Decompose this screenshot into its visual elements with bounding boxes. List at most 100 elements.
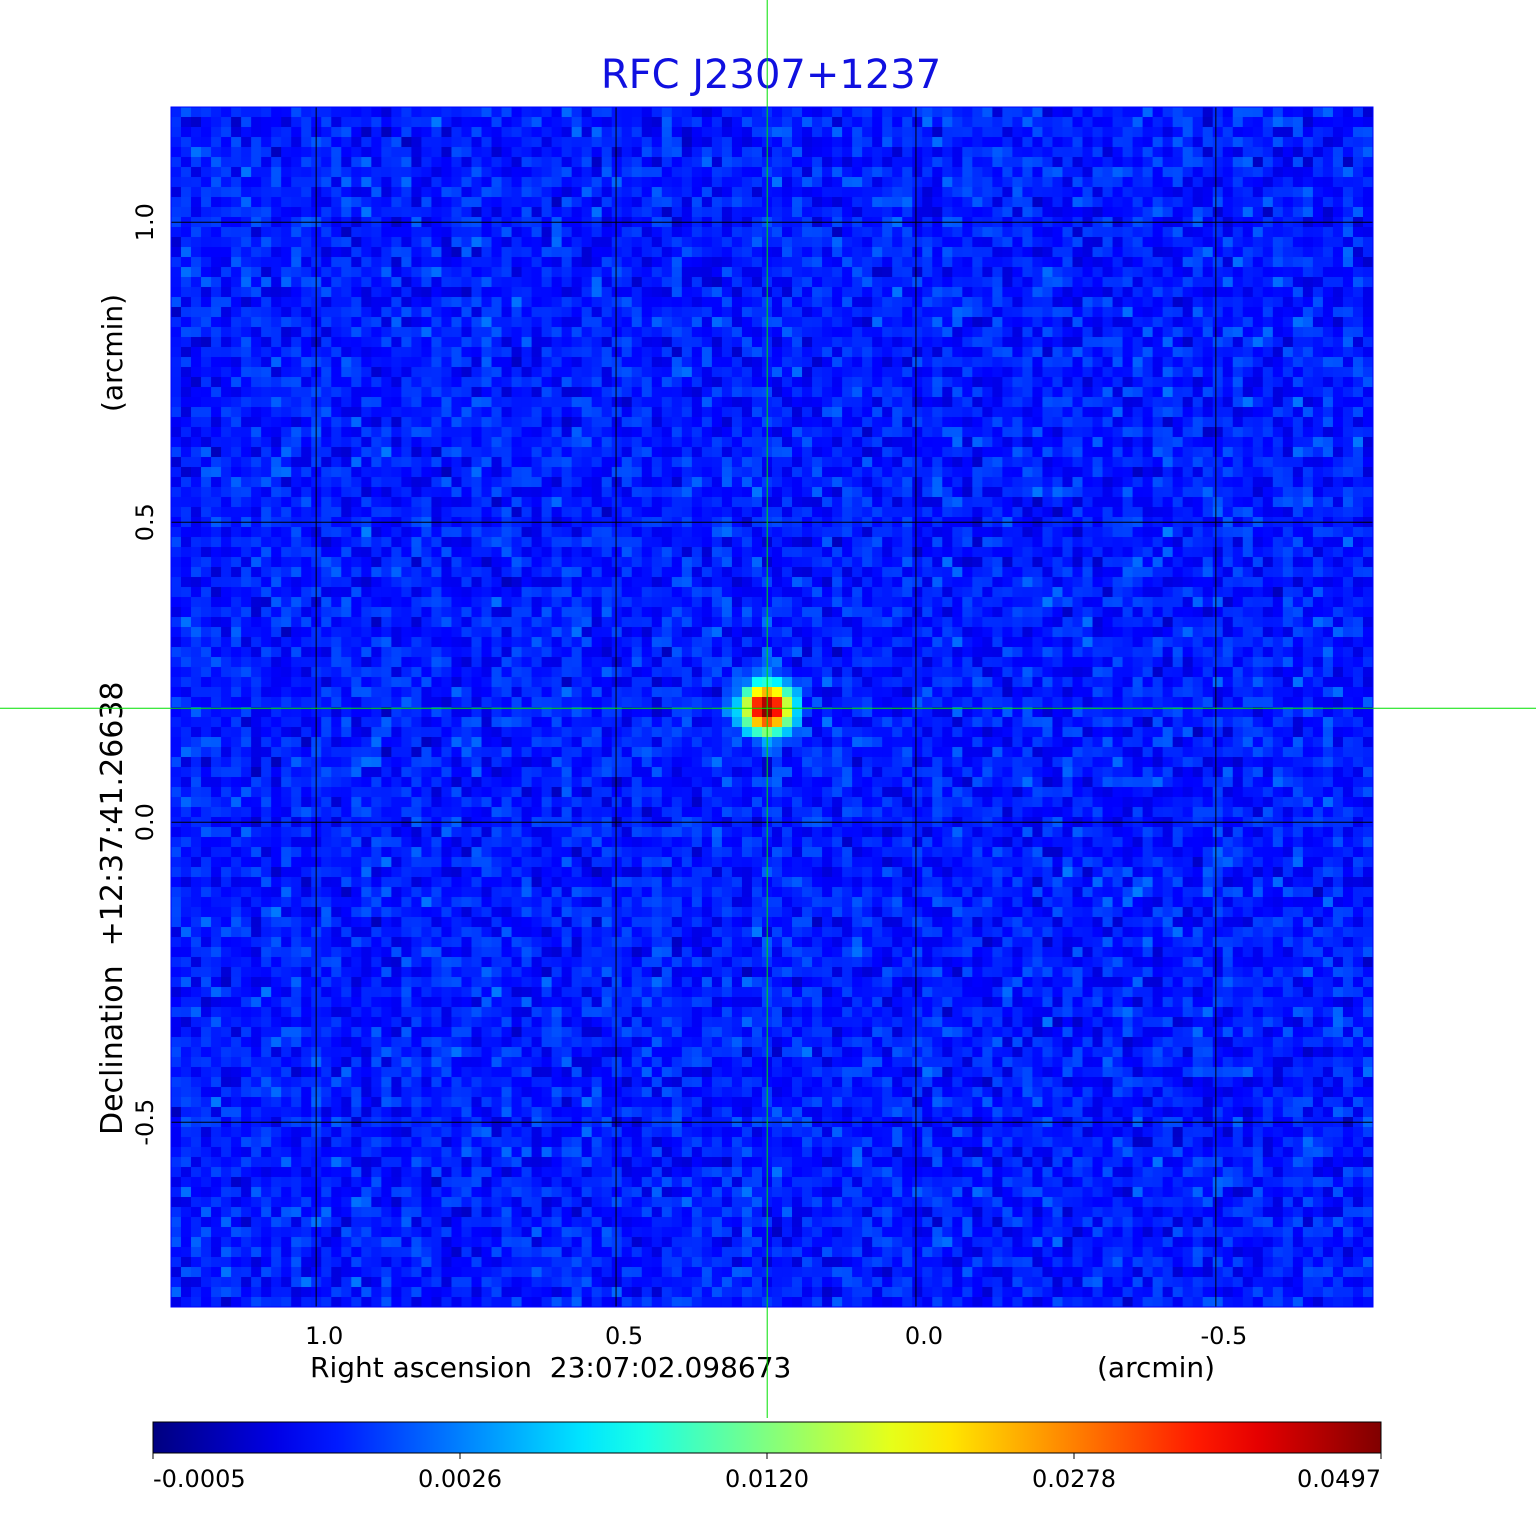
- heatmap-cell: [652, 237, 663, 248]
- heatmap-cell: [1093, 377, 1104, 388]
- heatmap-cell: [461, 287, 472, 298]
- heatmap-cell: [1032, 397, 1043, 408]
- heatmap-cell: [1193, 457, 1204, 468]
- heatmap-cell: [1223, 247, 1234, 258]
- heatmap-cell: [1263, 137, 1274, 148]
- heatmap-cell: [451, 477, 462, 488]
- heatmap-cell: [772, 277, 783, 288]
- heatmap-cell: [341, 207, 352, 218]
- heatmap-cell: [782, 297, 793, 308]
- heatmap-cell: [241, 177, 252, 188]
- heatmap-cell: [992, 447, 1003, 458]
- heatmap-cell: [221, 427, 232, 438]
- heatmap-cell: [832, 197, 843, 208]
- heatmap-cell: [1133, 187, 1144, 198]
- heatmap-cell: [1213, 487, 1224, 498]
- heatmap-cell: [542, 297, 553, 308]
- heatmap-cell: [592, 227, 603, 238]
- heatmap-cell: [672, 317, 683, 328]
- heatmap-cell: [852, 457, 863, 468]
- heatmap-cell: [241, 237, 252, 248]
- heatmap-cell: [942, 417, 953, 428]
- heatmap-cell: [1323, 167, 1334, 178]
- heatmap-cell: [752, 457, 763, 468]
- heatmap-cell: [1073, 387, 1084, 398]
- heatmap-cell: [281, 237, 292, 248]
- heatmap-cell: [692, 197, 703, 208]
- heatmap-cell: [992, 287, 1003, 298]
- heatmap-cell: [291, 397, 302, 408]
- heatmap-cell: [1183, 397, 1194, 408]
- heatmap-cell: [882, 407, 893, 418]
- heatmap-cell: [271, 337, 282, 348]
- heatmap-cell: [1313, 337, 1324, 348]
- heatmap-cell: [271, 427, 282, 438]
- heatmap-cell: [401, 397, 412, 408]
- heatmap-cell: [1002, 277, 1013, 288]
- heatmap-cell: [882, 497, 893, 508]
- heatmap-cell: [401, 107, 412, 118]
- heatmap-cell: [962, 367, 973, 378]
- heatmap-cell: [672, 377, 683, 388]
- heatmap-cell: [1183, 407, 1194, 418]
- heatmap-cell: [822, 167, 833, 178]
- heatmap-cell: [1323, 177, 1334, 188]
- heatmap-cell: [1203, 237, 1214, 248]
- heatmap-cell: [1343, 507, 1354, 518]
- heatmap-cell: [682, 267, 693, 278]
- heatmap-cell: [952, 357, 963, 368]
- heatmap-cell: [361, 107, 372, 118]
- heatmap-cell: [381, 267, 392, 278]
- heatmap-cell: [1103, 327, 1114, 338]
- heatmap-cell: [1293, 347, 1304, 358]
- heatmap-cell: [472, 347, 483, 358]
- heatmap-cell: [602, 487, 613, 498]
- heatmap-cell: [1323, 347, 1334, 358]
- heatmap-cell: [642, 477, 653, 488]
- heatmap-cell: [211, 397, 222, 408]
- heatmap-cell: [632, 127, 643, 138]
- heatmap-cell: [972, 227, 983, 238]
- heatmap-cell: [1042, 267, 1053, 278]
- heatmap-cell: [241, 227, 252, 238]
- heatmap-cell: [331, 177, 342, 188]
- heatmap-cell: [892, 127, 903, 138]
- heatmap-cell: [1042, 337, 1053, 348]
- heatmap-cell: [992, 367, 1003, 378]
- heatmap-cell: [1032, 317, 1043, 328]
- heatmap-cell: [211, 447, 222, 458]
- heatmap-cell: [1243, 177, 1254, 188]
- heatmap-cell: [992, 477, 1003, 488]
- heatmap-cell: [301, 477, 312, 488]
- heatmap-cell: [692, 267, 703, 278]
- heatmap-cell: [842, 247, 853, 258]
- heatmap-cell: [1042, 117, 1053, 128]
- heatmap-cell: [1113, 277, 1124, 288]
- heatmap-cell: [331, 107, 342, 118]
- heatmap-cell: [932, 117, 943, 128]
- heatmap-cell: [602, 477, 613, 488]
- heatmap-cell: [1343, 377, 1354, 388]
- heatmap-cell: [552, 407, 563, 418]
- heatmap-cell: [1032, 307, 1043, 318]
- heatmap-cell: [572, 177, 583, 188]
- heatmap-cell: [732, 247, 743, 258]
- heatmap-cell: [1133, 137, 1144, 148]
- heatmap-cell: [512, 207, 523, 218]
- heatmap-cell: [251, 287, 262, 298]
- heatmap-cell: [602, 317, 613, 328]
- heatmap-cell: [862, 477, 873, 488]
- heatmap-cell: [1153, 157, 1164, 168]
- heatmap-cell: [1143, 357, 1154, 368]
- heatmap-cell: [642, 397, 653, 408]
- heatmap-cell: [1143, 427, 1154, 438]
- heatmap-cell: [502, 497, 513, 508]
- heatmap-cell: [722, 127, 733, 138]
- heatmap-cell: [832, 187, 843, 198]
- heatmap-cell: [592, 237, 603, 248]
- heatmap-cell: [1032, 107, 1043, 118]
- heatmap-cell: [932, 357, 943, 368]
- heatmap-cell: [612, 387, 623, 398]
- heatmap-cell: [902, 457, 913, 468]
- heatmap-cell: [532, 197, 543, 208]
